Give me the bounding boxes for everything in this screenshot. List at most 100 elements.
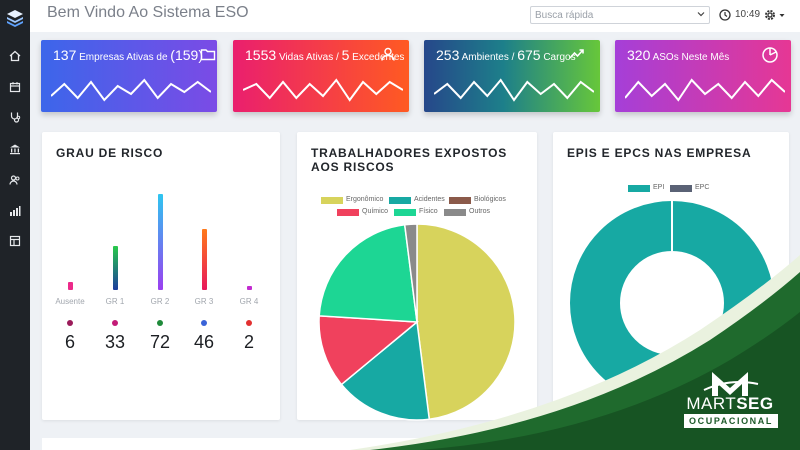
legend-swatch[interactable] — [389, 197, 411, 204]
legend-swatch[interactable] — [628, 185, 650, 192]
clock-icon — [719, 9, 731, 21]
stat-text: ASOs Neste Mês — [652, 52, 730, 63]
panel-title: EPIS E EPCS NAS EMPRESA — [567, 146, 752, 160]
app-logo-icon — [7, 10, 23, 27]
brand-name-bold: SEG — [736, 394, 774, 413]
pie-slice-0[interactable] — [416, 223, 516, 421]
stat-card-ambientes[interactable]: 253 Ambientes / 675 Cargos — [424, 40, 600, 112]
stat-value: 320 — [627, 47, 651, 63]
sidebar — [0, 0, 30, 450]
stat-value: 253 — [436, 47, 460, 63]
panel-title: GRAU DE RISCO — [56, 146, 164, 160]
search-input[interactable] — [530, 6, 710, 24]
legend-label[interactable]: EPI — [653, 184, 665, 191]
risk-dot — [157, 320, 163, 326]
stethoscope-icon — [10, 112, 21, 123]
building-icon — [10, 144, 20, 155]
bottom-panel-strip — [42, 438, 789, 450]
pie-chart — [318, 223, 516, 421]
sidebar-item-usuarios[interactable] — [0, 170, 30, 190]
gear-icon[interactable] — [763, 8, 777, 22]
stat-label: 137 Empresas Ativas de (159) — [53, 47, 203, 63]
panel-grau-risco: GRAU DE RISCO Ausente 6 GR 1 33 GR 2 72 GR 3 46… — [42, 132, 280, 420]
page-title: Bem Vindo Ao Sistema ESO — [47, 4, 249, 21]
risk-count: 2 — [243, 332, 254, 352]
legend-label[interactable]: Acidentes — [414, 196, 445, 203]
risk-label: GR 3 — [194, 297, 214, 306]
risk-count: 33 — [104, 332, 126, 352]
risk-dot — [112, 320, 118, 326]
panel-expostos: TRABALHADORES EXPOSTOS AOS RISCOS Ergonô… — [297, 132, 537, 421]
stat-text: Ambientes / — [461, 52, 515, 63]
legend-swatch[interactable] — [449, 197, 471, 204]
risk-label: Ausente — [55, 297, 85, 306]
legend-label[interactable]: Biológicos — [474, 196, 506, 203]
stat-card-empresas[interactable]: 137 Empresas Ativas de (159) — [41, 40, 217, 112]
chevron-down-icon[interactable] — [697, 10, 705, 18]
sparkline — [434, 78, 594, 102]
legend-swatch[interactable] — [337, 209, 359, 216]
panel-title: TRABALHADORES EXPOSTOS AOS RISCOS — [311, 146, 508, 174]
stat-value-2: 5 — [341, 47, 350, 63]
users-icon — [9, 175, 20, 185]
stat-value: 137 — [53, 47, 77, 63]
legend-swatch[interactable] — [394, 209, 416, 216]
risk-bar-0 — [67, 282, 73, 290]
risk-dot — [246, 320, 252, 326]
risk-label: GR 1 — [105, 297, 125, 306]
user-icon — [381, 47, 395, 61]
legend-label[interactable]: Ergonômico — [346, 196, 384, 203]
risk-bar-2 — [157, 194, 163, 290]
sidebar-item-layout[interactable] — [0, 231, 30, 251]
risk-label: GR 4 — [239, 297, 259, 306]
clock-time: 10:49 — [735, 9, 761, 20]
brand-name-light: MART — [686, 394, 737, 413]
stat-text: Empresas Ativas de — [79, 52, 168, 63]
stat-card-asos[interactable]: 320 ASOs Neste Mês — [615, 40, 791, 112]
brand-name: MARTSEG — [680, 394, 780, 414]
layout-icon — [9, 235, 21, 247]
risk-count: 6 — [64, 332, 75, 352]
risk-count: 72 — [149, 332, 171, 352]
legend-label[interactable]: Físico — [419, 208, 438, 215]
legend-label[interactable]: Químico — [362, 208, 389, 215]
home-icon — [9, 50, 21, 62]
legend-swatch[interactable] — [444, 209, 466, 216]
sidebar-item-empresas[interactable] — [0, 139, 30, 159]
chart-icon — [10, 206, 21, 216]
stat-card-vidas[interactable]: 1553 Vidas Ativas / 5 Excedentes — [233, 40, 409, 112]
sidebar-item-home[interactable] — [0, 46, 30, 66]
top-header: Bem Vindo Ao Sistema ESO 10:49 — [30, 0, 800, 32]
stat-text-2: Excedentes — [352, 52, 405, 63]
calendar-icon — [9, 82, 21, 93]
sidebar-item-relatorios[interactable] — [0, 201, 30, 221]
settings-chevron-icon[interactable] — [779, 13, 785, 18]
stat-total: (159) — [170, 47, 203, 63]
stat-label: 1553 Vidas Ativas / 5 Excedentes — [245, 47, 404, 63]
legend-label[interactable]: EPC — [695, 184, 710, 191]
risk-bar-1 — [112, 246, 118, 290]
stat-text: Vidas Ativas / — [278, 52, 339, 63]
stat-value: 1553 — [245, 47, 277, 63]
stat-label: 253 Ambientes / 675 Cargos — [436, 47, 576, 63]
brand-subtitle: OCUPACIONAL — [684, 414, 778, 428]
legend-label[interactable]: Outros — [469, 208, 491, 215]
martseg-logo-icon — [703, 372, 759, 396]
legend-swatch[interactable] — [670, 185, 692, 192]
stat-text-2: Cargos — [543, 52, 576, 63]
risk-bar-4 — [246, 286, 252, 290]
risk-dot — [67, 320, 73, 326]
sidebar-item-saude[interactable] — [0, 107, 30, 127]
legend-swatch[interactable] — [321, 197, 343, 204]
folder-icon — [200, 49, 216, 61]
pie-icon — [762, 47, 778, 63]
sidebar-item-agenda[interactable] — [0, 77, 30, 97]
stat-label: 320 ASOs Neste Mês — [627, 47, 729, 63]
sparkline — [51, 78, 211, 102]
risk-count: 46 — [193, 332, 215, 352]
trend-icon — [569, 49, 584, 59]
sparkline — [625, 78, 785, 102]
risk-dot — [201, 320, 207, 326]
pie-slice-4[interactable] — [318, 223, 418, 323]
risk-bar-3 — [201, 228, 207, 290]
